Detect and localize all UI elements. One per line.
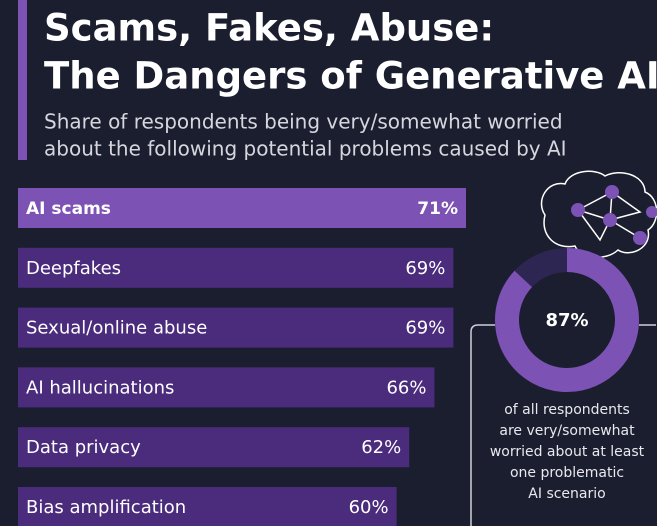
accent-bar xyxy=(18,0,27,160)
category-label: Deepfakes xyxy=(26,258,121,279)
value-label: 71% xyxy=(417,199,458,219)
caption-line: worried about at least xyxy=(490,444,645,460)
chart-title-line: Scams, Fakes, Abuse: xyxy=(44,7,494,50)
caption-line: AI scenario xyxy=(528,486,605,502)
value-label: 66% xyxy=(386,377,426,398)
value-label: 62% xyxy=(361,437,401,458)
donut-value-label: 87% xyxy=(545,310,588,331)
subtitle-line: about the following potential problems c… xyxy=(44,137,567,161)
category-label: Sexual/online abuse xyxy=(26,318,207,339)
subtitle-line: Share of respondents being very/somewhat… xyxy=(44,110,563,134)
category-label: AI scams xyxy=(26,199,111,219)
value-label: 69% xyxy=(405,318,445,339)
caption-line: of all respondents xyxy=(504,402,630,418)
value-label: 69% xyxy=(405,258,445,279)
chart-title-line: The Dangers of Generative AI xyxy=(44,55,657,98)
caption-line: one problematic xyxy=(510,465,624,481)
value-label: 60% xyxy=(349,497,389,518)
caption-line: are very/somewhat xyxy=(499,423,635,439)
category-label: Data privacy xyxy=(26,437,141,458)
page: Scams, Fakes, Abuse: The Dangers of Gene… xyxy=(0,0,657,526)
category-label: Bias amplification xyxy=(26,497,186,518)
chart: Scams, Fakes, Abuse: The Dangers of Gene… xyxy=(0,0,657,526)
category-label: AI hallucinations xyxy=(26,377,174,398)
